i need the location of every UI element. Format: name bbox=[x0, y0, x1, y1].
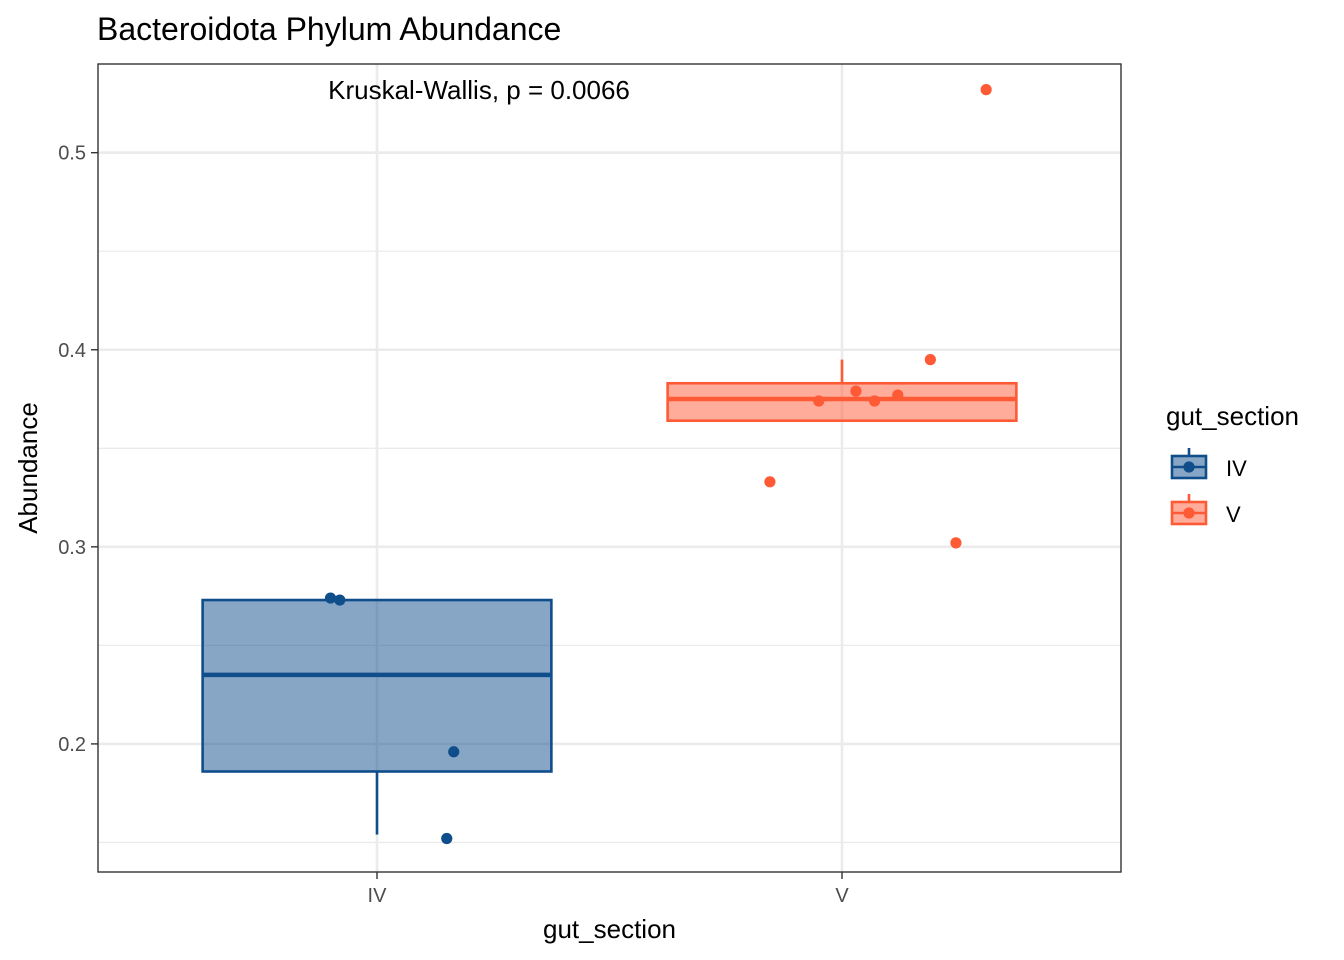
point-layer bbox=[324, 84, 992, 845]
box-body bbox=[666, 381, 1018, 423]
data-point-V bbox=[892, 389, 904, 401]
data-point-V bbox=[924, 354, 936, 366]
data-point-V bbox=[850, 385, 862, 397]
data-point-V bbox=[980, 84, 992, 96]
y-tick-label: 0.3 bbox=[58, 537, 86, 559]
legend-label: V bbox=[1226, 502, 1241, 527]
data-point-V bbox=[764, 476, 776, 488]
chart-title: Bacteroidota Phylum Abundance bbox=[97, 11, 561, 47]
box-body bbox=[201, 598, 553, 773]
legend-label: IV bbox=[1226, 456, 1247, 481]
legend-title: gut_section bbox=[1166, 401, 1299, 431]
y-tick-label: 0.4 bbox=[58, 340, 86, 362]
x-axis-label: gut_section bbox=[543, 914, 676, 944]
x-tick-label: V bbox=[835, 885, 849, 907]
data-point-IV bbox=[441, 832, 453, 845]
data-point-IV bbox=[448, 746, 460, 758]
legend-key-point bbox=[1183, 507, 1195, 519]
legend-key-V: V bbox=[1170, 494, 1241, 527]
panel-border bbox=[97, 63, 1122, 873]
stat-annotation: Kruskal-Wallis, p = 0.0066 bbox=[328, 75, 630, 105]
y-axis-label: Abundance bbox=[13, 402, 43, 534]
x-axis: IV V bbox=[368, 872, 849, 907]
box-layer bbox=[201, 359, 1018, 835]
y-tick-label: 0.5 bbox=[58, 143, 86, 165]
legend-keys: IV V bbox=[1170, 448, 1247, 527]
data-point-IV bbox=[324, 592, 337, 604]
box-V bbox=[666, 359, 1018, 423]
data-point-V bbox=[950, 537, 962, 549]
legend-key-point bbox=[1183, 461, 1195, 473]
data-point-V bbox=[868, 395, 881, 407]
data-point-V bbox=[813, 395, 825, 407]
x-tick-label: IV bbox=[368, 885, 388, 907]
legend-key-IV: IV bbox=[1170, 448, 1247, 481]
grid-lines bbox=[98, 64, 1121, 872]
data-point-IV bbox=[334, 594, 346, 606]
y-tick-label: 0.2 bbox=[58, 734, 86, 756]
box-IV bbox=[201, 598, 553, 835]
legend: gut_section IV V bbox=[1166, 401, 1299, 527]
y-axis: 0.2 0.3 0.4 0.5 bbox=[58, 143, 98, 756]
